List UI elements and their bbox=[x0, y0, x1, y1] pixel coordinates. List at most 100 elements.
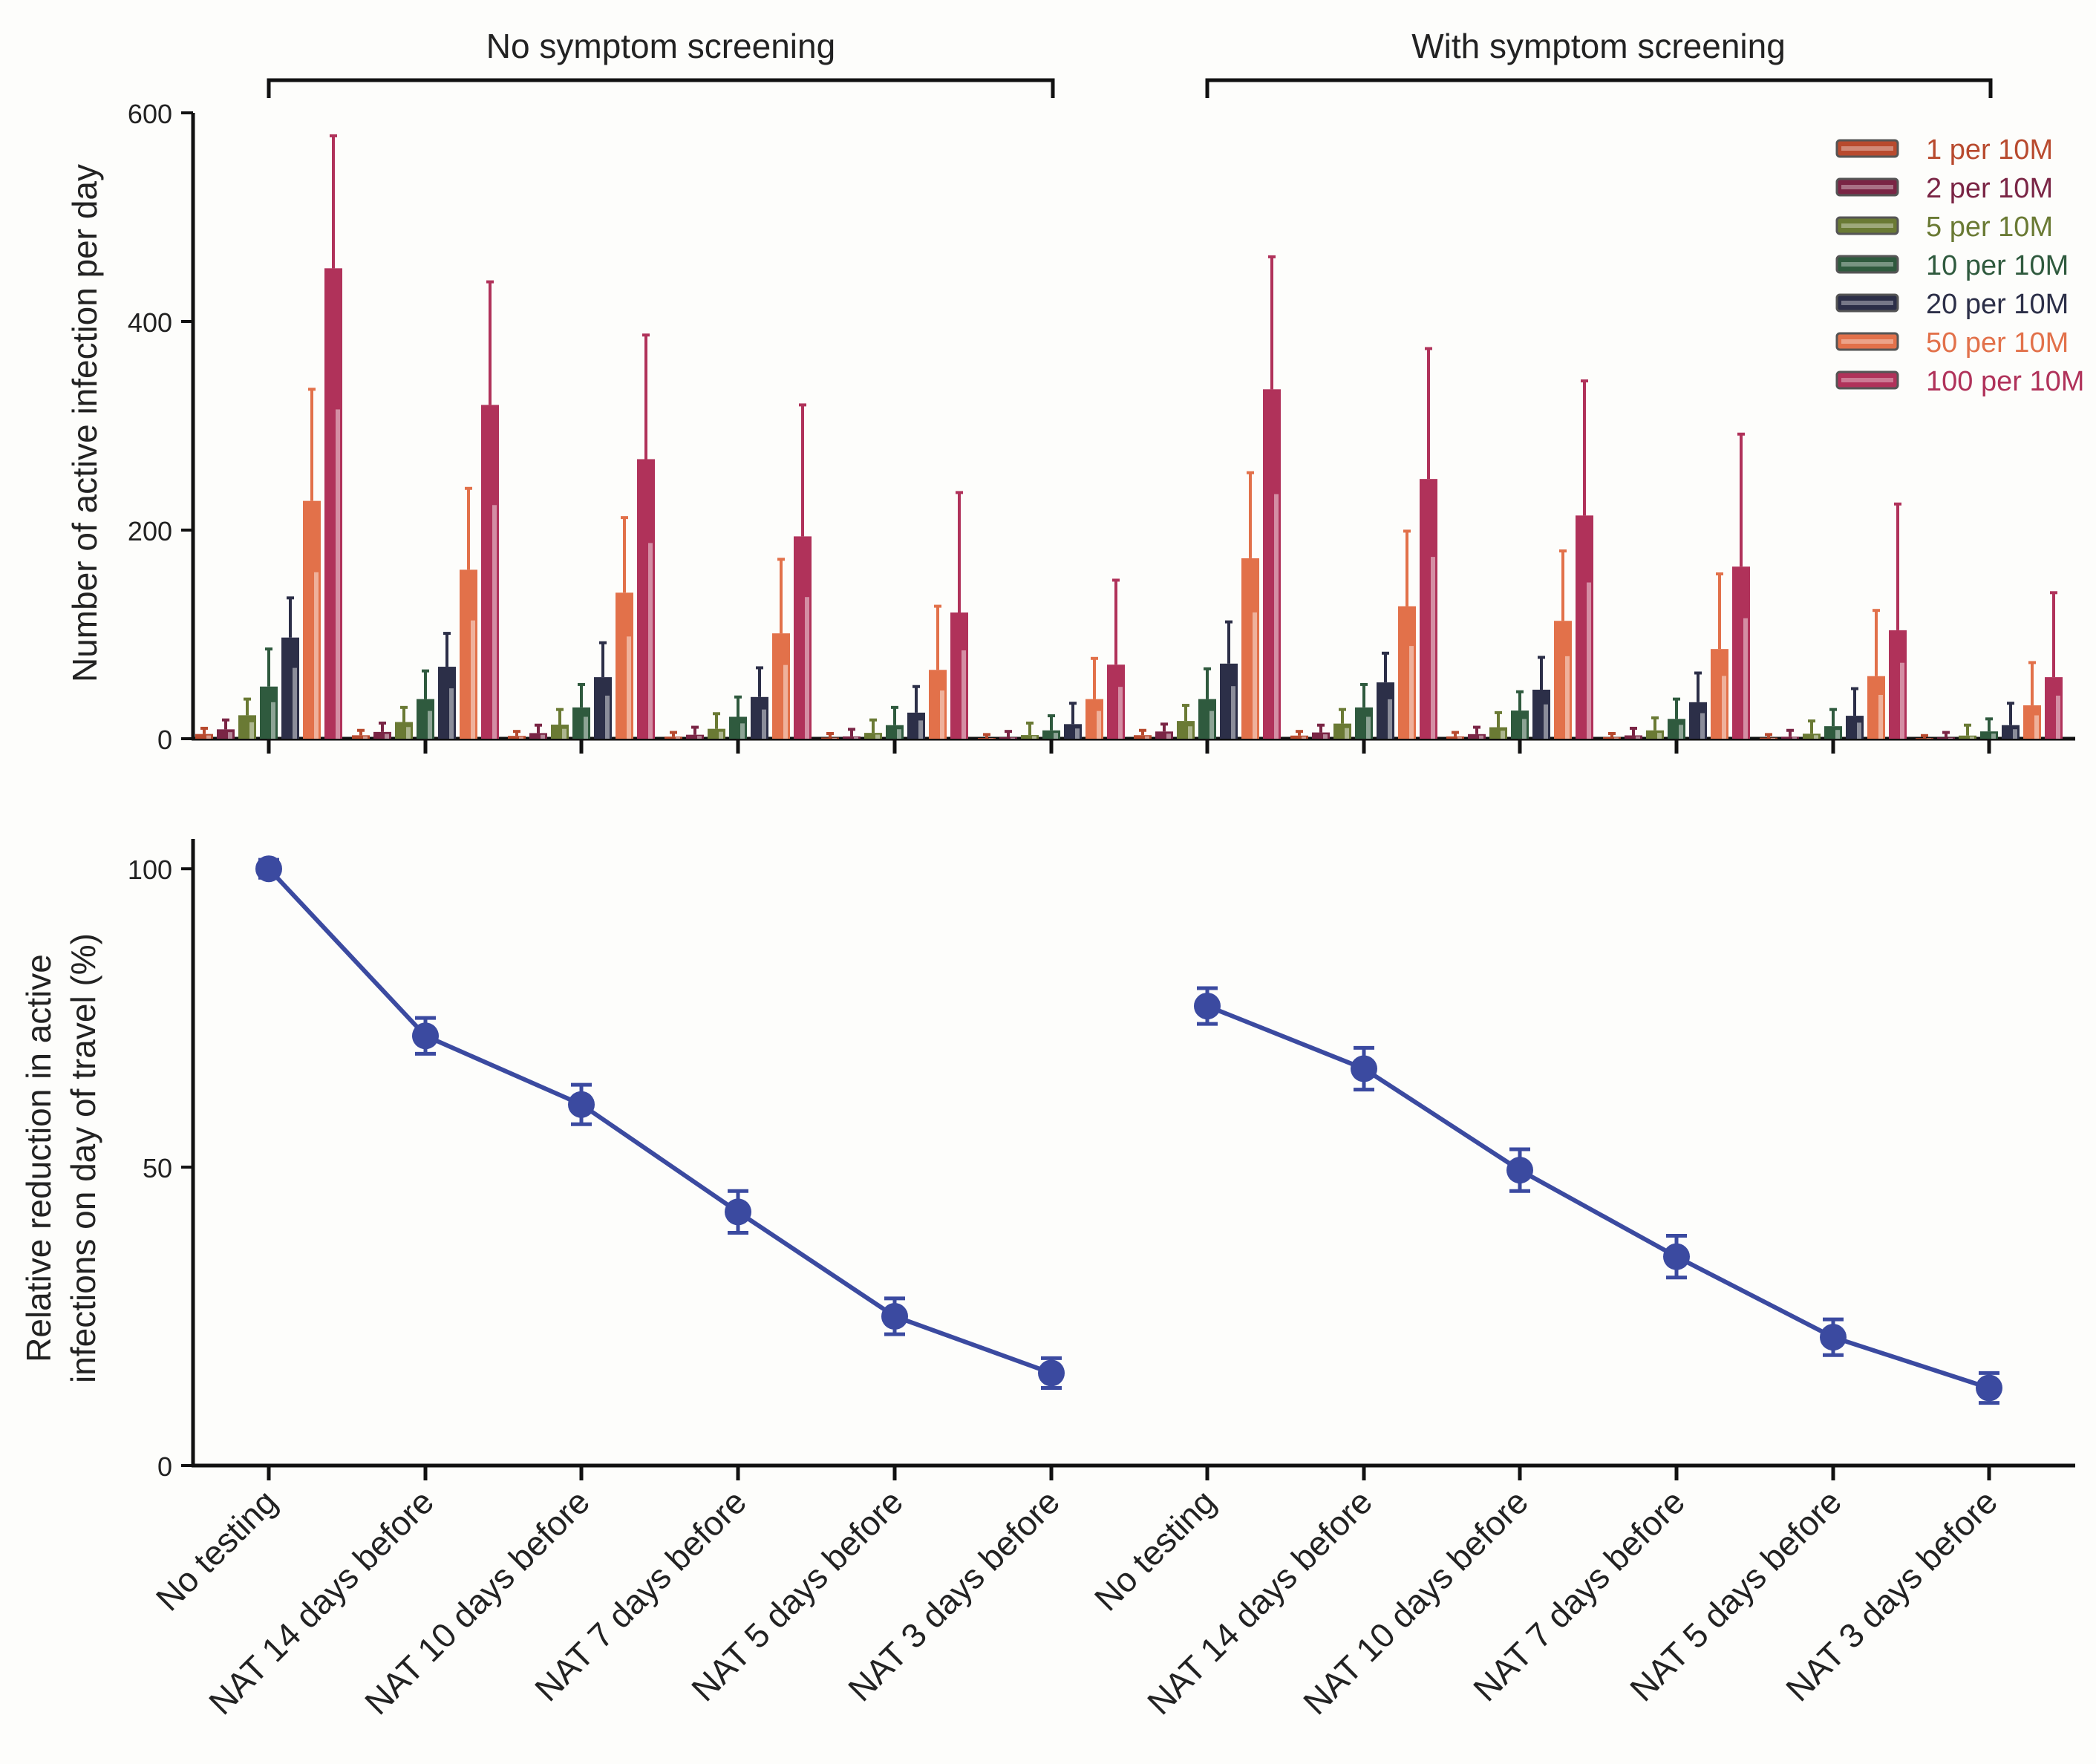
bar-inner-strip bbox=[1970, 736, 1974, 739]
bar-inner-strip bbox=[1075, 728, 1080, 739]
bar bbox=[686, 734, 704, 739]
group-bracket-no-screening: No symptom screening bbox=[267, 27, 1055, 98]
bar-inner-strip bbox=[562, 728, 567, 739]
bar-inner-strip bbox=[1565, 656, 1570, 739]
bar-inner-strip bbox=[314, 572, 319, 739]
bar-inner-strip bbox=[1522, 719, 1527, 739]
bar-inner-strip bbox=[1501, 731, 1505, 739]
bar-inner-strip bbox=[406, 727, 411, 739]
legend-swatch-highlight bbox=[1841, 146, 1893, 151]
bar bbox=[1021, 735, 1039, 739]
bar bbox=[821, 737, 839, 739]
x-category-label: No testing bbox=[148, 1482, 284, 1618]
bar-inner-strip bbox=[1188, 726, 1192, 739]
bar-inner-strip bbox=[1835, 730, 1840, 739]
bar-inner-strip bbox=[918, 720, 923, 739]
legend-swatch-highlight bbox=[1841, 262, 1893, 267]
legend-label: 1 per 10M bbox=[1926, 134, 2053, 166]
legend-swatch-highlight bbox=[1841, 223, 1893, 228]
bar-inner-strip bbox=[584, 716, 588, 739]
bar bbox=[1468, 734, 1486, 739]
bar bbox=[1781, 736, 1799, 739]
bar-inner-strip bbox=[1457, 736, 1462, 739]
bar-inner-strip bbox=[1145, 736, 1149, 739]
y-tick-label: 200 bbox=[128, 516, 172, 546]
bar-inner-strip bbox=[1323, 734, 1328, 739]
bar-inner-strip bbox=[2056, 695, 2060, 739]
group-title-with-screening: With symptom screening bbox=[1411, 27, 1786, 65]
legend-swatch-highlight bbox=[1841, 378, 1893, 382]
bar-inner-strip bbox=[385, 734, 389, 739]
y-tick-label: 0 bbox=[157, 725, 172, 755]
bar bbox=[1290, 735, 1308, 739]
legend-label: 20 per 10M bbox=[1926, 289, 2069, 320]
bar-inner-strip bbox=[1253, 612, 1257, 739]
bar-inner-strip bbox=[627, 636, 631, 739]
bar-inner-strip bbox=[1814, 735, 1818, 739]
bar-inner-strip bbox=[1345, 728, 1349, 739]
bar bbox=[1446, 736, 1464, 739]
bar-inner-strip bbox=[206, 735, 211, 739]
bar-inner-strip bbox=[1209, 710, 1214, 739]
bar-inner-strip bbox=[1166, 734, 1171, 739]
bar-inner-strip bbox=[1011, 737, 1015, 739]
bar-inner-strip bbox=[2034, 715, 2039, 739]
data-point bbox=[1976, 1374, 2002, 1402]
legend-label: 5 per 10M bbox=[1926, 212, 2053, 243]
bar-inner-strip bbox=[1614, 737, 1619, 739]
bar-inner-strip bbox=[648, 543, 653, 739]
data-point bbox=[1663, 1243, 1690, 1270]
bar-inner-strip bbox=[605, 695, 610, 739]
bar-inner-strip bbox=[519, 736, 523, 739]
bar bbox=[1625, 735, 1642, 739]
bar-inner-strip bbox=[1878, 694, 1883, 739]
bar-inner-strip bbox=[1544, 704, 1548, 739]
bar bbox=[1760, 737, 1777, 739]
bar-inner-strip bbox=[1231, 686, 1235, 739]
bar-inner-strip bbox=[1118, 687, 1123, 739]
bar-inner-strip bbox=[1479, 735, 1483, 739]
bar bbox=[1134, 735, 1152, 739]
bar-inner-strip bbox=[1991, 734, 1996, 739]
bar-inner-strip bbox=[1679, 725, 1683, 739]
data-point bbox=[568, 1091, 595, 1118]
bar bbox=[1042, 730, 1060, 739]
legend-label: 100 per 10M bbox=[1926, 366, 2084, 397]
bar-inner-strip bbox=[1274, 494, 1279, 739]
bar-inner-strip bbox=[1927, 738, 1931, 739]
bar bbox=[978, 738, 996, 739]
series-line bbox=[267, 867, 1053, 1376]
bar-inner-strip bbox=[1636, 736, 1640, 739]
y-tick-label: 0 bbox=[157, 1451, 172, 1482]
bar bbox=[508, 736, 526, 739]
bar bbox=[1937, 737, 1955, 739]
bar-inner-strip bbox=[1097, 710, 1101, 739]
group-title-no-screening: No symptom screening bbox=[486, 27, 835, 65]
data-point bbox=[1820, 1324, 1847, 1351]
bar-inner-strip bbox=[1722, 676, 1726, 739]
bar bbox=[1916, 738, 1933, 739]
bar-inner-strip bbox=[336, 409, 340, 739]
bar-inner-strip bbox=[1657, 733, 1662, 739]
bar-inner-strip bbox=[1771, 738, 1775, 739]
bar-inner-strip bbox=[271, 702, 275, 739]
bar-inner-strip bbox=[897, 729, 901, 739]
data-point bbox=[1038, 1359, 1065, 1387]
bar-inner-strip bbox=[962, 650, 966, 739]
bar-inner-strip bbox=[428, 710, 432, 739]
bar-inner-strip bbox=[1054, 733, 1058, 739]
y-tick-label: 100 bbox=[128, 855, 172, 885]
bar bbox=[1803, 734, 1821, 739]
bar bbox=[195, 734, 213, 739]
bar-inner-strip bbox=[492, 505, 497, 739]
bar-inner-strip bbox=[2013, 729, 2017, 739]
data-point bbox=[1351, 1055, 1377, 1082]
bar-inner-strip bbox=[783, 664, 788, 739]
bar-inner-strip bbox=[1700, 713, 1705, 739]
bar-inner-strip bbox=[676, 737, 680, 739]
bar bbox=[665, 736, 682, 739]
bar-inner-strip bbox=[471, 620, 475, 739]
bar-inner-strip bbox=[1743, 618, 1748, 739]
